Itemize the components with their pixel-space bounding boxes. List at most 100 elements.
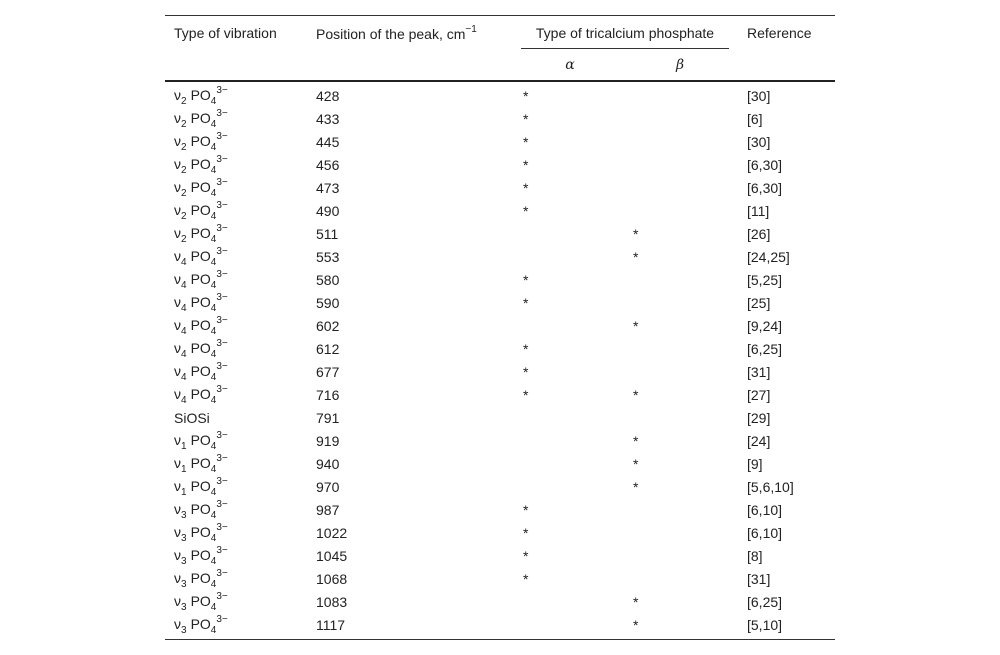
- beta-cell: *: [625, 245, 735, 268]
- vibration-cell: ν2 PO43−: [165, 81, 308, 107]
- reference-cell: [6,10]: [747, 524, 783, 541]
- table-row: ν2 PO43− 511 * [26]: [165, 222, 835, 245]
- beta-cell: [625, 498, 735, 521]
- table-row: ν4 PO43− 716 * * [27]: [165, 383, 835, 406]
- vibration-part: 3−: [216, 84, 228, 96]
- vibration-cell: ν1 PO43−: [165, 452, 308, 475]
- marker: *: [523, 547, 529, 564]
- position-cell: 473: [316, 179, 340, 196]
- vibration-part: 4: [210, 279, 217, 291]
- vibration-cell: ν2 PO43−: [165, 107, 308, 130]
- vibration-part: SiOSi: [174, 409, 210, 426]
- vibration-part: 2: [181, 233, 187, 245]
- vibration-part: 2: [181, 118, 187, 130]
- reference-cell: [9]: [747, 455, 763, 472]
- marker: *: [633, 455, 639, 472]
- position-cell: 1083: [316, 593, 348, 610]
- position-cell: 456: [316, 156, 340, 173]
- vibration-part: ν: [174, 155, 181, 172]
- vibration-cell: ν4 PO43−: [165, 337, 308, 360]
- beta-cell: *: [625, 429, 735, 452]
- vibration-part: PO: [190, 385, 211, 402]
- vibration-cell: ν4 PO43−: [165, 360, 308, 383]
- vibration-part: ν: [174, 316, 181, 333]
- position-cell: 940: [316, 455, 340, 472]
- position-cell: 677: [316, 363, 340, 380]
- marker: *: [523, 87, 529, 104]
- vibration-part: 3−: [216, 452, 228, 464]
- alpha-cell: [515, 475, 625, 498]
- marker: *: [523, 202, 529, 219]
- vibration-part: 4: [181, 256, 187, 268]
- alpha-cell: [515, 406, 625, 429]
- vibration-part: 1: [181, 463, 187, 475]
- marker: *: [523, 179, 529, 196]
- header-group: Type of tricalcium phosphate: [521, 25, 729, 49]
- alpha-cell: *: [515, 383, 625, 406]
- vibration-cell: ν3 PO43−: [165, 567, 308, 590]
- alpha-cell: *: [515, 268, 625, 291]
- vibration-part: 3: [181, 532, 187, 544]
- vibration-part: 4: [210, 256, 217, 268]
- header-row: Type of vibration Position of the peak, …: [165, 16, 835, 50]
- vibration-part: ν: [174, 385, 181, 402]
- table-row: ν4 PO43− 580 * [5,25]: [165, 268, 835, 291]
- vibration-part: 3−: [216, 176, 228, 188]
- vibration-cell: ν2 PO43−: [165, 199, 308, 222]
- alpha-cell: *: [515, 107, 625, 130]
- vibration-part: 4: [210, 233, 217, 245]
- reference-cell: [6,30]: [747, 156, 783, 173]
- marker: *: [523, 570, 529, 587]
- vibration-part: 3: [181, 509, 187, 521]
- table-row: ν3 PO43− 1045 * [8]: [165, 544, 835, 567]
- table-row: ν3 PO43− 1117 * [5,10]: [165, 613, 835, 640]
- vibration-part: 2: [181, 141, 187, 153]
- alpha-cell: *: [515, 130, 625, 153]
- marker: *: [523, 386, 529, 403]
- vibration-cell: ν3 PO43−: [165, 544, 308, 567]
- vibration-cell: ν1 PO43−: [165, 475, 308, 498]
- vibration-part: ν: [174, 523, 181, 540]
- vibration-part: 4: [181, 348, 187, 360]
- vibration-part: 3−: [216, 245, 228, 257]
- alpha-cell: [515, 452, 625, 475]
- header-cell: α: [515, 49, 625, 82]
- vibration-part: 3: [181, 555, 187, 567]
- table-row: ν2 PO43− 456 * [6,30]: [165, 153, 835, 176]
- header-cell: Type of vibration: [174, 24, 277, 41]
- header-text: Position of the peak, cm: [316, 25, 466, 42]
- position-cell: 580: [316, 271, 340, 288]
- vibration-part: ν: [174, 247, 181, 264]
- alpha-cell: [515, 245, 625, 268]
- table-row: ν2 PO43− 490 * [11]: [165, 199, 835, 222]
- position-cell: 919: [316, 432, 340, 449]
- beta-cell: *: [625, 314, 735, 337]
- alpha-cell: [515, 613, 625, 640]
- vibration-part: 4: [210, 486, 217, 498]
- vibration-part: 4: [181, 302, 187, 314]
- position-cell: 1117: [316, 616, 346, 633]
- vibration-part: 3−: [216, 475, 228, 487]
- vibration-part: 3−: [216, 268, 228, 280]
- position-cell: 1045: [316, 547, 348, 564]
- reference-cell: [25]: [747, 294, 771, 311]
- vibration-part: 2: [181, 95, 187, 107]
- reference-cell: [6,25]: [747, 340, 783, 357]
- vibration-cell: ν4 PO43−: [165, 314, 308, 337]
- vibration-part: 4: [210, 118, 217, 130]
- vibration-part: 4: [210, 394, 217, 406]
- reference-cell: [31]: [747, 363, 771, 380]
- vibration-part: 4: [210, 555, 217, 567]
- alpha-cell: *: [515, 337, 625, 360]
- vibration-part: 3−: [216, 567, 228, 579]
- marker: *: [523, 524, 529, 541]
- header-cell: [308, 49, 515, 82]
- marker: *: [633, 593, 639, 610]
- vibration-part: 4: [210, 578, 217, 590]
- vibration-part: 3−: [216, 314, 228, 326]
- beta-cell: [625, 199, 735, 222]
- alpha-cell: *: [515, 153, 625, 176]
- alpha-cell: [515, 429, 625, 452]
- vibration-part: 4: [210, 302, 217, 314]
